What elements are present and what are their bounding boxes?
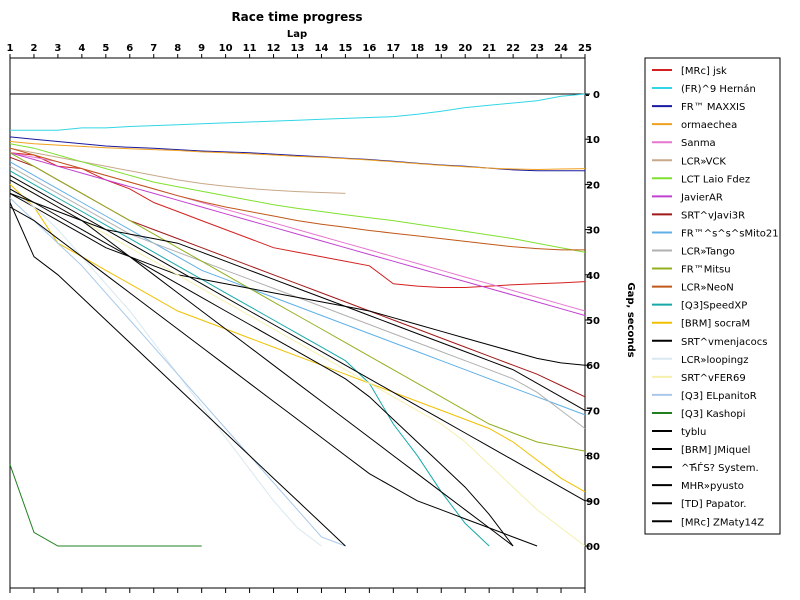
x-tick-label: 13: [291, 43, 305, 54]
y-tick-label: - 20: [578, 180, 600, 191]
x-tick-label: 25: [578, 43, 592, 54]
y-tick-label: - 50: [578, 316, 600, 327]
legend-entry: [Q3] ELpanitoR: [681, 391, 757, 402]
plot-area: [9, 57, 586, 589]
series-line-1: [10, 93, 586, 131]
y-tick-label: - 70: [578, 406, 600, 417]
series-line-6: [9, 143, 586, 253]
series-line-13: [9, 170, 490, 547]
y-tick-label: - 90: [578, 497, 600, 508]
legend-entry: [MRc] ZMaty14Z: [681, 517, 764, 528]
legend-entry: LCT Laio Fdez: [681, 174, 750, 185]
series-line-25: [9, 202, 346, 547]
x-tick-label: 22: [506, 43, 520, 54]
x-tick-label: 10: [219, 43, 233, 54]
x-tick-label: 4: [78, 43, 85, 54]
series-line-14: [9, 184, 586, 493]
x-tick-label: 14: [314, 43, 328, 54]
x-tick-label: 6: [126, 43, 133, 54]
legend-entry: MHR»pyusto: [681, 481, 744, 492]
legend-entry: [TD] Papator.: [681, 499, 746, 510]
y-tick-label: - 60: [578, 361, 600, 372]
x-axis-label: Lap: [287, 29, 307, 40]
series-line-17: [9, 179, 586, 547]
x-tick-label: 15: [338, 43, 352, 54]
legend-entry: LCR»VCK: [681, 156, 726, 167]
series-line-19: [9, 464, 202, 547]
x-tick-label: 16: [362, 43, 376, 54]
x-tick-label: 8: [174, 43, 181, 54]
series-line-9: [9, 161, 586, 416]
series-line-21: [9, 206, 538, 547]
chart-title: Race time progress: [231, 10, 362, 24]
series-line-12: [9, 147, 585, 251]
x-tick-label: 1: [7, 43, 14, 54]
x-tick-label: 12: [267, 43, 281, 54]
x-tick-label: 2: [30, 43, 37, 54]
y-tick-label: - 10: [578, 135, 600, 146]
legend-entry: [BRM] socraM: [681, 319, 750, 330]
y-tick-label: - 0: [585, 90, 600, 101]
series-lines: [9, 93, 586, 547]
legend-entry: LCR»NeoN: [681, 283, 734, 294]
x-tick-label: 19: [434, 43, 448, 54]
legend-entry: SRT^vJavi3R: [681, 210, 745, 221]
plot-frame: [9, 57, 586, 589]
x-tick-label: 7: [150, 43, 157, 54]
x-tick-label: 5: [102, 43, 109, 54]
series-line-3: [9, 141, 586, 171]
legend-entry: [MRc] jsk: [681, 66, 727, 77]
legend-entry: LCR»loopingz: [681, 355, 749, 366]
legend-entry: tyblu: [681, 427, 706, 438]
legend-entry: ^Ћ̄ЃS? System.: [681, 461, 759, 474]
series-line-15: [9, 192, 586, 366]
series-line-22: [9, 174, 586, 502]
legend-entry: SRT^vFER69: [681, 373, 746, 384]
y-ticks: - 0 - 10 - 20 - 30 - 40 - 50 - 60 - 70 - 80 - 90 -…: [571, 90, 600, 553]
series-line-7: [9, 152, 586, 316]
x-tick-label: 23: [530, 43, 544, 54]
x-tick-label: 20: [458, 43, 472, 54]
legend: [MRc] jsk (FR)^9 Hernán FR™ MAXXIS ormaeche…: [644, 57, 781, 535]
legend-items: [MRc] jsk (FR)^9 Hernán FR™ MAXXIS ormaeche…: [652, 66, 779, 528]
legend-entry: [Q3]SpeedXP: [681, 301, 747, 312]
legend-entry: LCR»Tango: [681, 247, 735, 258]
x-ticks: 1 2 3 4 5 6 7 8 9 10 11 12 13 14 15 16 17 18 19 20 21 22 23 24 2…: [7, 43, 592, 593]
legend-entry: SRT^vmenjacocs: [681, 337, 767, 348]
x-tick-label: 11: [243, 43, 257, 54]
x-tick-label: 24: [554, 43, 568, 54]
series-line-23: [9, 188, 514, 547]
y-tick-label: - 30: [578, 226, 600, 237]
y-axis-label: Gap, seconds: [625, 282, 636, 357]
x-tick-label: 9: [198, 43, 205, 54]
legend-entry: FR™^s^s^sMito21: [681, 228, 779, 239]
legend-entry: FR™ MAXXIS: [681, 102, 745, 113]
legend-entry: (FR)^9 Hernán: [681, 83, 756, 95]
y-tick-label: - 80: [578, 452, 600, 463]
series-line-16: [9, 188, 322, 547]
series-line-18: [9, 197, 346, 547]
legend-entry: [BRM] JMiquel: [681, 445, 750, 456]
y-tick-label: - 100: [571, 542, 600, 553]
series-line-5: [9, 147, 346, 194]
series-line-11: [9, 152, 586, 452]
legend-frame: [644, 57, 781, 535]
legend-entry: JavierAR: [680, 192, 723, 203]
legend-entry: Sanma: [681, 138, 716, 149]
x-tick-label: 17: [386, 43, 400, 54]
legend-entry: [Q3] Kashopi: [681, 409, 746, 420]
x-tick-label: 3: [54, 43, 61, 54]
legend-entry: ormaechea: [681, 120, 737, 131]
legend-entry: FR™Mitsu: [681, 265, 731, 276]
y-tick-label: - 40: [578, 271, 600, 282]
x-tick-label: 21: [482, 43, 496, 54]
series-line-24: [9, 179, 514, 547]
x-tick-label: 18: [410, 43, 424, 54]
